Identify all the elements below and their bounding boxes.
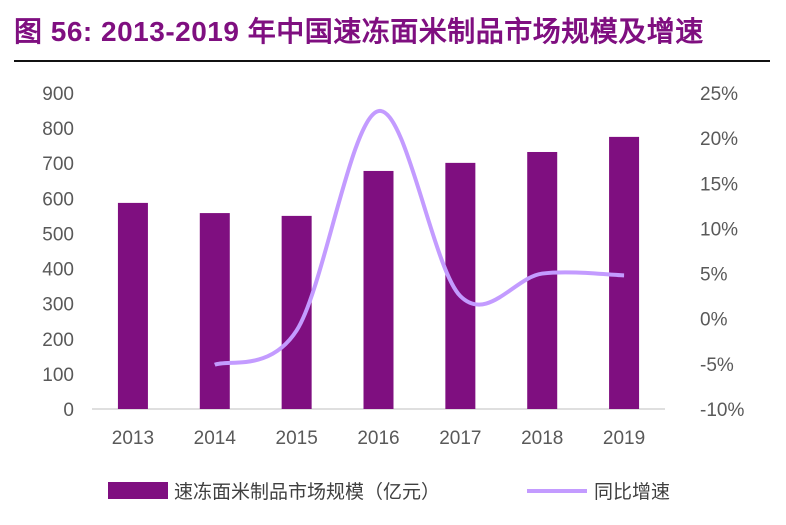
legend-line-label: 同比增速 [594,481,670,503]
x-tick-label: 2014 [194,428,237,449]
x-tick-label: 2017 [439,428,481,449]
x-tick-label: 2019 [603,428,645,449]
x-tick-label: 2016 [357,428,399,449]
bar-2013 [117,202,148,409]
legend-bar-label: 速冻面米制品市场规模（亿元） [174,481,440,503]
y-left-tick-label: 700 [42,154,74,175]
legend-bar-swatch [108,482,168,499]
y-right-tick-label: 10% [700,219,738,240]
y-left-tick-label: 200 [42,330,74,351]
bar-2017 [445,162,476,409]
x-tick-label: 2018 [521,428,563,449]
bar-2016 [363,170,394,409]
y-left-tick-label: 600 [42,189,74,210]
y-right-tick-label: 5% [700,265,728,286]
growth-rate-line [214,109,625,367]
y-right-tick-label: 0% [700,310,728,331]
y-right-tick-label: -5% [700,355,734,376]
y-left-tick-label: 800 [42,119,74,140]
y-left-tick-label: 400 [42,260,74,281]
y-right-tick-label: -10% [700,400,744,421]
y-left-tick-label: 900 [42,84,74,105]
y-left-tick-label: 100 [42,365,74,386]
y-right-tick-label: 25% [700,84,738,105]
y-right-tick-label: 20% [700,129,738,150]
bar-2014 [199,213,230,409]
y-left-tick-label: 500 [42,224,74,245]
bar-2018 [527,151,558,409]
y-right-tick-label: 15% [700,174,738,195]
title-divider [14,60,770,62]
chart-title: 图 56: 2013-2019 年中国速冻面米制品市场规模及增速 [14,16,704,47]
y-left-tick-label: 300 [42,295,74,316]
x-tick-label: 2015 [276,428,318,449]
y-left-tick-label: 0 [63,400,74,421]
x-tick-label: 2013 [112,428,154,449]
